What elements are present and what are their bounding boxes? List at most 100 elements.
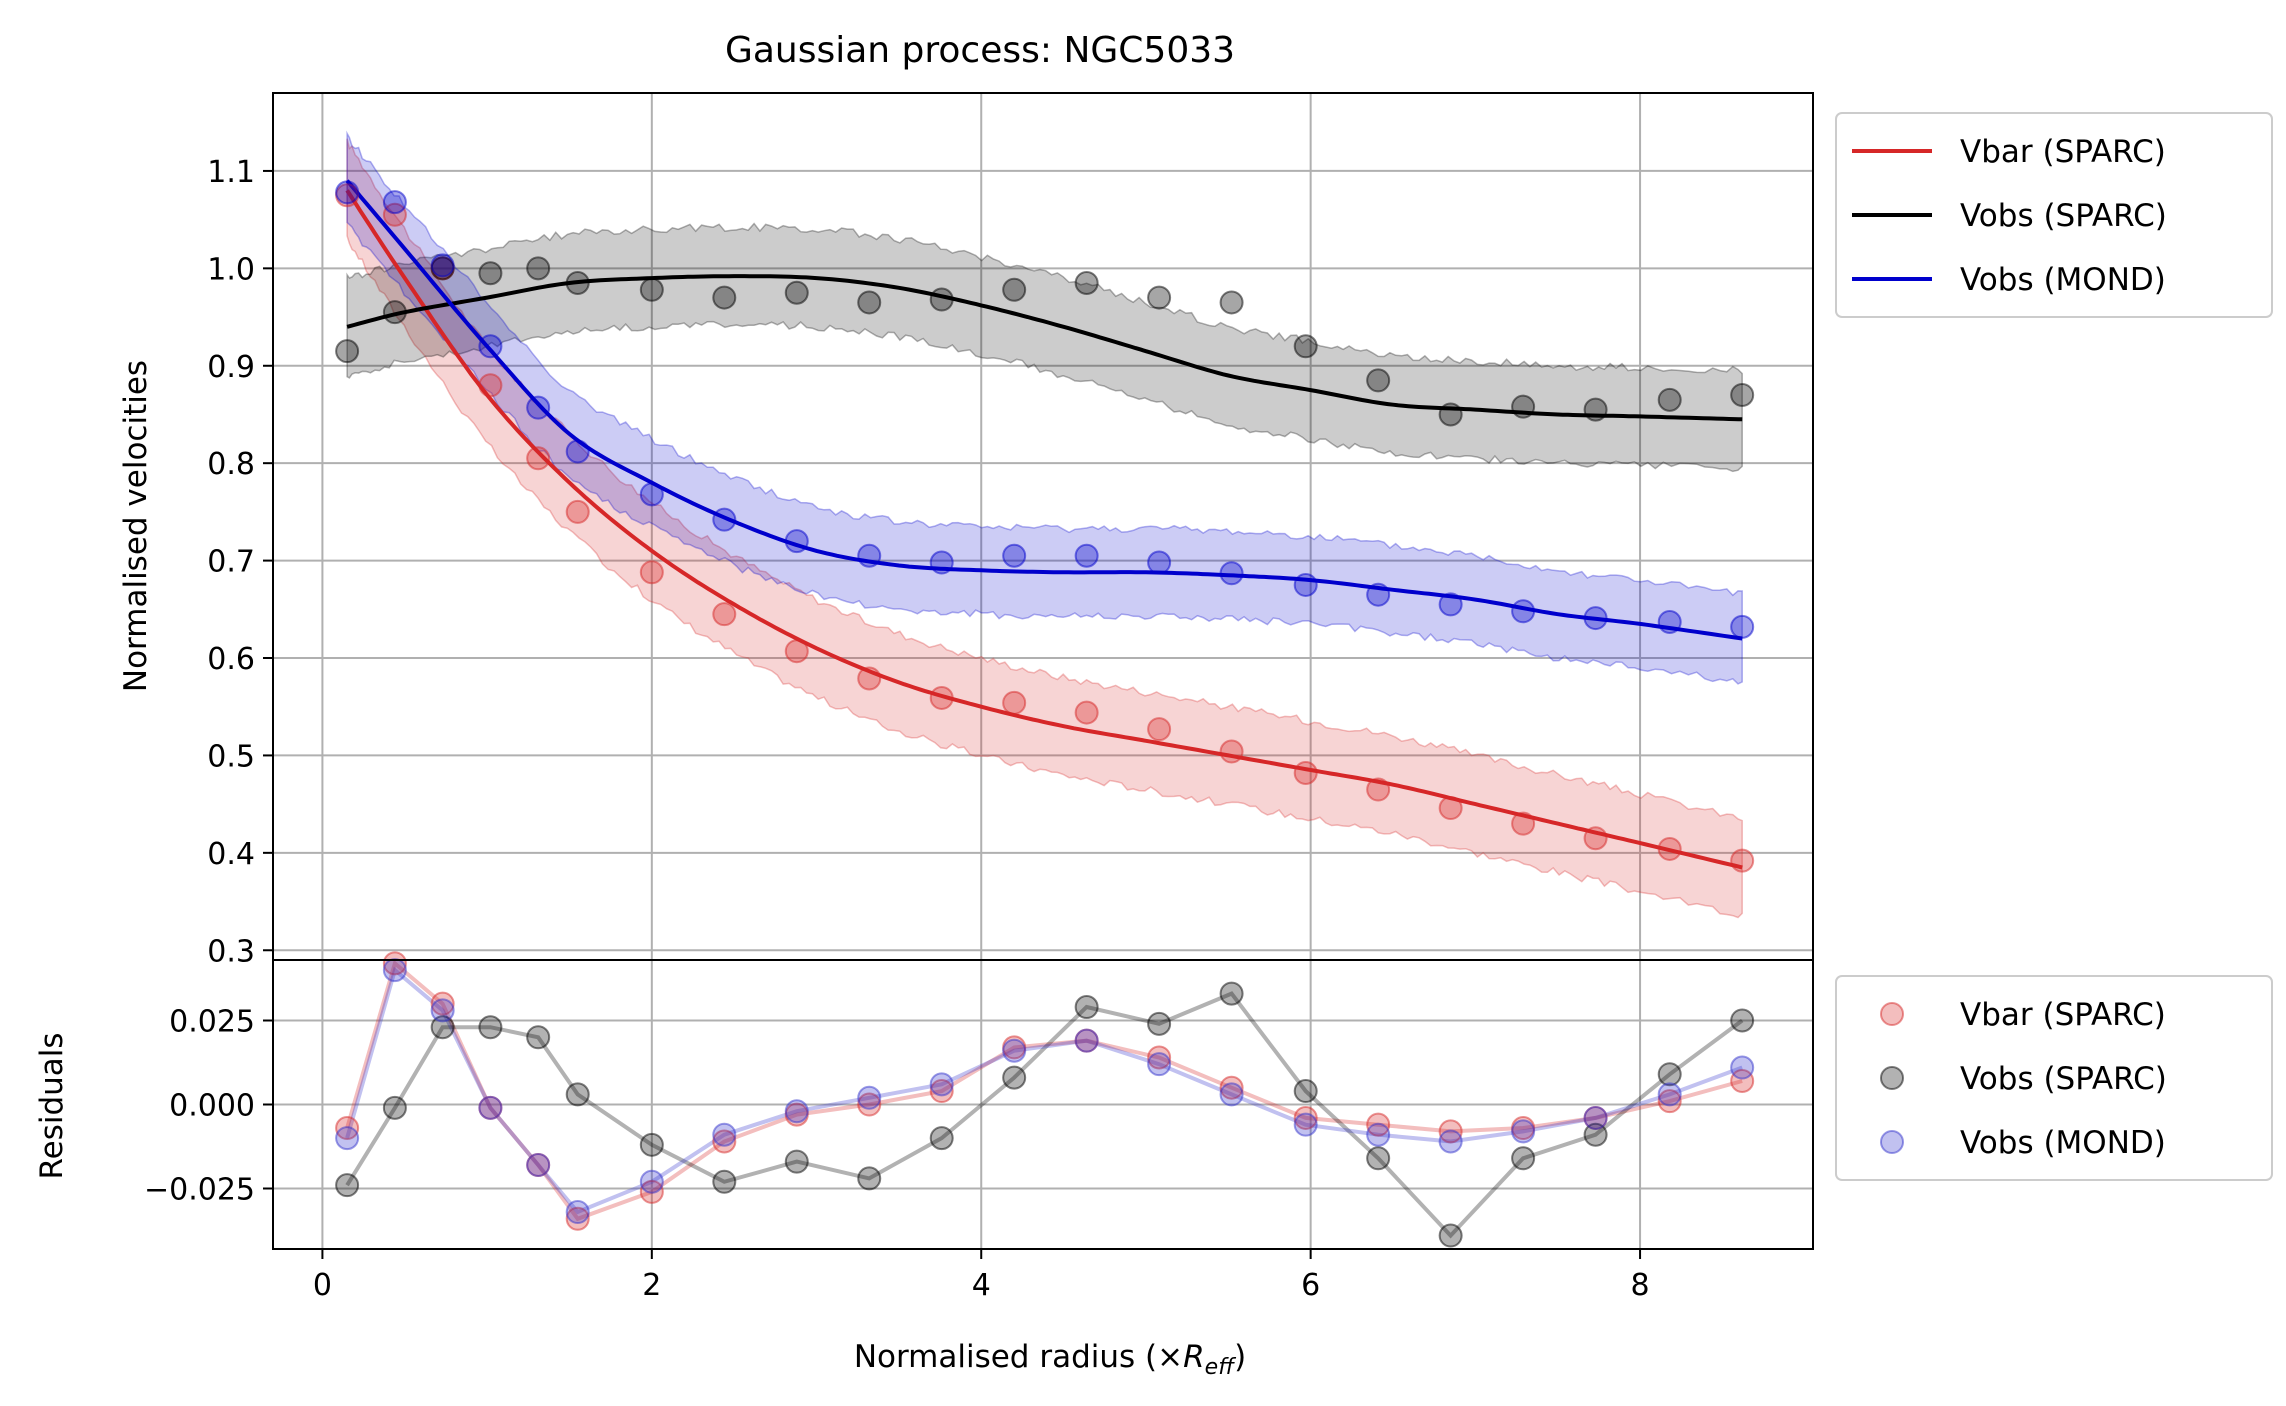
legend-label: Vobs (MOND): [1960, 262, 2166, 298]
residual-point: [712, 1169, 737, 1194]
main-panel: 0.3 0.4 0.5 0.6 0.7 0.8 0.9 1.0 1.1 Normalised v…: [118, 92, 1814, 969]
residual-point: [1366, 1146, 1391, 1171]
data-point: [1074, 270, 1099, 295]
data-point: [1657, 387, 1682, 412]
main-y-tick-label: 0.4: [207, 837, 255, 872]
data-point: [784, 280, 809, 305]
data-point: [382, 202, 407, 227]
data-point: [382, 300, 407, 325]
residual-line: [345, 959, 1743, 1222]
data-point: [784, 529, 809, 554]
gp-mean-curve: [345, 179, 1743, 641]
data-point: [712, 507, 737, 532]
residual-point: [1293, 1112, 1318, 1137]
gp-mean-curve: [346, 274, 1743, 422]
residual-point: [382, 951, 407, 976]
x-tick-label: 8: [1631, 1268, 1650, 1303]
residual-point: [857, 1085, 882, 1110]
residual-point: [929, 1072, 954, 1097]
residual-point: [712, 1122, 737, 1147]
residual-point: [1074, 1028, 1099, 1053]
data-point: [784, 639, 809, 664]
residuals-x-ticks: 0 2 4 6 8: [313, 1249, 1650, 1303]
data-point: [1438, 796, 1463, 821]
residual-point: [1366, 1122, 1391, 1147]
main-y-ticks: 0.3 0.4 0.5 0.6 0.7 0.8 0.9 1.0 1.1: [207, 155, 273, 969]
legend-label: Vbar (SPARC): [1960, 134, 2166, 170]
data-point: [857, 666, 882, 691]
legend-main: Vbar (SPARC) Vobs (SPARC) Vobs (MOND): [1835, 112, 2273, 318]
residual-point: [1730, 1008, 1755, 1033]
residuals-y-tick-label: 0.025: [169, 1004, 255, 1039]
data-point: [1002, 543, 1027, 568]
legend-label: Vobs (MOND): [1960, 1125, 2166, 1161]
residual-point: [430, 991, 455, 1016]
data-point: [712, 285, 737, 310]
data-point: [1438, 402, 1463, 427]
residual-point: [712, 1129, 737, 1154]
residuals-y-ticks: −0.025 0.000 0.025: [144, 1004, 273, 1208]
data-point: [639, 482, 664, 507]
main-y-tick-label: 0.3: [207, 934, 255, 969]
data-point: [1366, 582, 1391, 607]
x-tick-label: 6: [1301, 1268, 1320, 1303]
uncertainty-band: [346, 222, 1743, 473]
residual-point: [929, 1126, 954, 1151]
main-grid: [273, 93, 1813, 960]
data-point: [1511, 599, 1536, 624]
data-point: [565, 499, 590, 524]
residual-point: [1147, 1052, 1172, 1077]
data-point: [526, 395, 551, 420]
main-y-tick-label: 1.0: [207, 252, 255, 287]
residual-point: [526, 1025, 551, 1050]
residual-point: [1583, 1105, 1608, 1130]
data-point: [857, 290, 882, 315]
data-point: [526, 446, 551, 471]
x-tick-label: 0: [313, 1268, 332, 1303]
residual-point: [478, 1095, 503, 1120]
legend-residuals-box: [1835, 975, 2273, 1181]
residual-point: [1438, 1129, 1463, 1154]
data-point: [335, 339, 360, 364]
data-point: [1147, 285, 1172, 310]
x-tick-label: 4: [972, 1268, 991, 1303]
main-y-tick-label: 0.8: [207, 447, 255, 482]
residual-point: [1730, 1055, 1755, 1080]
residual-point: [1147, 1011, 1172, 1036]
residual-point: [1293, 1079, 1318, 1104]
residual-point: [1293, 1105, 1318, 1130]
residual-point: [1219, 1075, 1244, 1100]
legend-marker-swatch: [1880, 1130, 1904, 1154]
residual-point: [857, 1092, 882, 1117]
residual-point: [929, 1079, 954, 1104]
data-point: [1511, 394, 1536, 419]
data-point: [857, 543, 882, 568]
residuals-panel: −0.025 0.000 0.025 0 2 4 6 8 Residuals Normali…: [34, 951, 1814, 1380]
residual-point: [565, 1200, 590, 1225]
legend-label: Vbar (SPARC): [1960, 997, 2166, 1033]
residual-point: [335, 1173, 360, 1198]
residual-point: [382, 1095, 407, 1120]
data-point: [335, 180, 360, 205]
data-point: [1293, 572, 1318, 597]
data-point: [1657, 836, 1682, 861]
residual-point: [526, 1152, 551, 1177]
data-point: [1583, 606, 1608, 631]
legend-marker-swatch: [1880, 1066, 1904, 1090]
data-point: [565, 439, 590, 464]
residuals-points: [335, 951, 1755, 1248]
residual-point: [784, 1099, 809, 1124]
residual-point: [1583, 1122, 1608, 1147]
residual-point: [1002, 1065, 1027, 1090]
data-point: [478, 373, 503, 398]
residual-point: [784, 1149, 809, 1174]
residuals-y-axis-label: Residuals: [34, 1032, 70, 1179]
data-point: [1657, 609, 1682, 634]
data-point: [478, 261, 503, 286]
main-y-tick-label: 0.9: [207, 350, 255, 385]
data-point: [1511, 811, 1536, 836]
data-point: [1293, 334, 1318, 359]
data-point: [565, 270, 590, 295]
main-y-tick-label: 0.6: [207, 642, 255, 677]
uncertainty-band: [346, 130, 1743, 685]
